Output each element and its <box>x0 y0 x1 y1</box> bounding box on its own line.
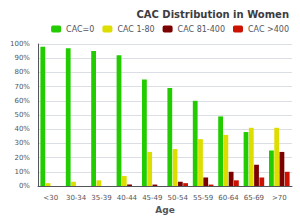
svg-text:<30: <30 <box>43 194 58 202</box>
svg-text:40-44: 40-44 <box>117 194 138 202</box>
svg-text:40%: 40% <box>14 125 30 133</box>
svg-text:50%: 50% <box>14 111 30 119</box>
svg-text:80%: 80% <box>14 68 30 76</box>
svg-text:>70: >70 <box>272 194 287 202</box>
svg-text:50-54: 50-54 <box>168 194 189 202</box>
svg-text:0%: 0% <box>19 182 30 190</box>
svg-text:CAC 81-400: CAC 81-400 <box>178 25 225 34</box>
svg-text:CAC=0: CAC=0 <box>66 25 94 34</box>
svg-text:90%: 90% <box>14 54 30 62</box>
svg-text:30-34: 30-34 <box>66 194 87 202</box>
svg-text:60%: 60% <box>14 97 30 105</box>
svg-text:35-39: 35-39 <box>91 194 111 202</box>
svg-text:20%: 20% <box>14 154 30 162</box>
svg-text:30%: 30% <box>14 139 30 147</box>
svg-text:60-64: 60-64 <box>218 194 239 202</box>
svg-text:CAC Distribution in Women: CAC Distribution in Women <box>136 9 289 20</box>
svg-text:Age: Age <box>155 205 175 215</box>
svg-text:55-59: 55-59 <box>193 194 213 202</box>
svg-text:45-49: 45-49 <box>142 194 162 202</box>
svg-text:CAC >400: CAC >400 <box>248 25 289 34</box>
svg-text:10%: 10% <box>14 168 30 176</box>
svg-text:CAC 1-80: CAC 1-80 <box>117 25 154 34</box>
svg-text:65-69: 65-69 <box>244 194 264 202</box>
svg-text:100%: 100% <box>10 40 30 48</box>
svg-text:70%: 70% <box>14 83 30 91</box>
